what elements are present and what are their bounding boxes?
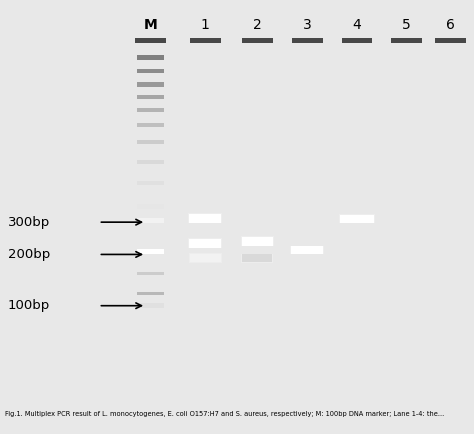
Bar (137, 272, 164, 275)
Bar (391, 38, 422, 43)
Text: 200bp: 200bp (8, 248, 50, 261)
Bar (290, 246, 324, 254)
Text: 2: 2 (253, 18, 262, 32)
Bar (137, 218, 164, 223)
Text: 4: 4 (353, 18, 361, 32)
Bar (137, 56, 164, 59)
Bar (242, 254, 272, 262)
Bar (137, 160, 164, 164)
Bar (241, 254, 273, 263)
Bar (242, 38, 273, 43)
Bar (137, 108, 164, 112)
Bar (136, 38, 166, 43)
Bar (189, 214, 221, 223)
Bar (190, 38, 220, 43)
Bar (340, 214, 374, 223)
Text: 6: 6 (446, 18, 455, 32)
Bar (189, 239, 221, 247)
Text: M: M (144, 18, 158, 32)
Bar (137, 95, 164, 99)
Text: 100bp: 100bp (8, 299, 50, 312)
Text: 3: 3 (303, 18, 311, 32)
Bar (137, 303, 164, 308)
Text: 1: 1 (201, 18, 210, 32)
Bar (241, 237, 274, 246)
Bar (189, 253, 222, 263)
Bar (188, 213, 222, 224)
Bar (435, 38, 465, 43)
Bar (291, 246, 323, 253)
Text: 5: 5 (402, 18, 411, 32)
Bar (339, 214, 375, 223)
Bar (137, 69, 164, 73)
Bar (292, 38, 322, 43)
Bar (137, 250, 164, 254)
Text: 300bp: 300bp (8, 216, 50, 229)
Bar (190, 254, 220, 262)
Bar (188, 238, 222, 248)
Bar (341, 38, 373, 43)
Bar (137, 181, 164, 185)
Bar (137, 123, 164, 127)
Bar (137, 204, 164, 209)
Bar (242, 237, 273, 246)
Bar (137, 82, 164, 86)
Text: Fig.1. Multiplex PCR result of L. monocytogenes, E. coli O157:H7 and S. aureus, : Fig.1. Multiplex PCR result of L. monocy… (5, 411, 444, 418)
Bar (137, 140, 164, 144)
Bar (137, 292, 164, 296)
